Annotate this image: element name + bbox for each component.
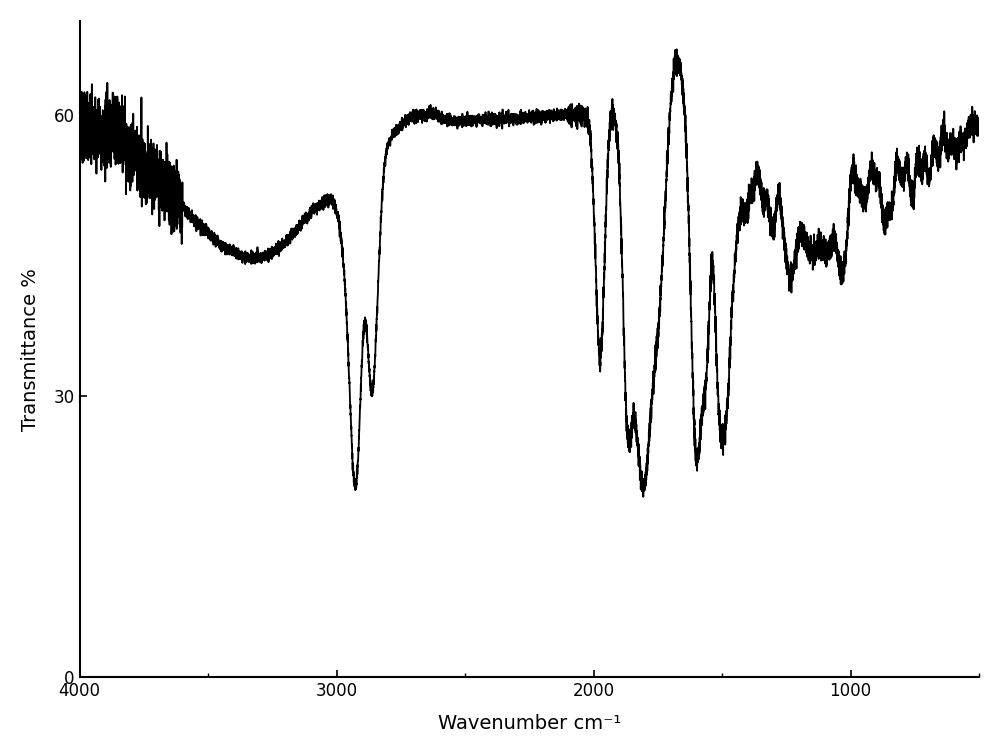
- X-axis label: Wavenumber cm⁻¹: Wavenumber cm⁻¹: [438, 714, 621, 733]
- Y-axis label: Transmittance %: Transmittance %: [21, 268, 40, 431]
